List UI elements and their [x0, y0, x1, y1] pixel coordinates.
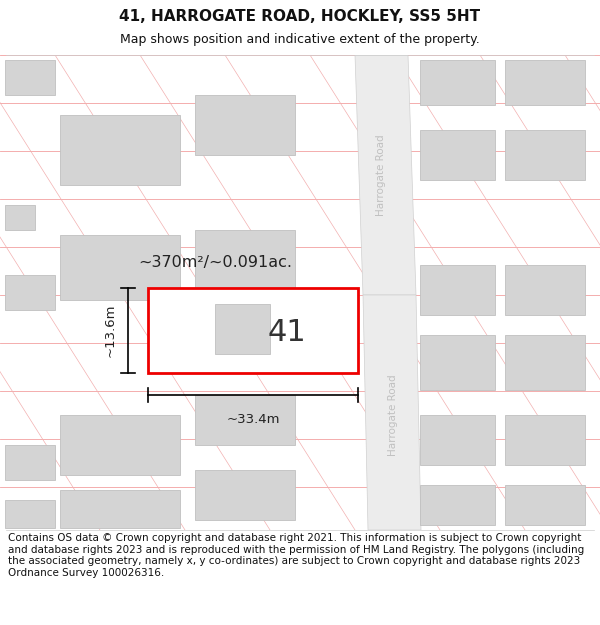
- Text: 41: 41: [267, 318, 306, 347]
- Text: ~370m²/~0.091ac.: ~370m²/~0.091ac.: [138, 256, 292, 271]
- Bar: [505, 335, 585, 390]
- Bar: [420, 60, 495, 105]
- Polygon shape: [363, 295, 421, 530]
- Bar: [5, 445, 55, 480]
- Bar: [505, 415, 585, 465]
- Text: Harrogate Road: Harrogate Road: [377, 134, 386, 216]
- Bar: [60, 415, 180, 475]
- Bar: [195, 95, 295, 155]
- Bar: [5, 275, 55, 310]
- Bar: [505, 60, 585, 105]
- Bar: [420, 265, 495, 315]
- Bar: [505, 130, 585, 180]
- Bar: [215, 304, 270, 354]
- Bar: [148, 288, 358, 373]
- Bar: [195, 470, 295, 520]
- Text: ~13.6m: ~13.6m: [104, 304, 116, 358]
- Bar: [420, 130, 495, 180]
- Bar: [60, 235, 180, 300]
- Bar: [420, 415, 495, 465]
- Bar: [420, 485, 495, 525]
- Text: Map shows position and indicative extent of the property.: Map shows position and indicative extent…: [120, 33, 480, 46]
- Bar: [5, 205, 35, 230]
- Text: 41, HARROGATE ROAD, HOCKLEY, SS5 5HT: 41, HARROGATE ROAD, HOCKLEY, SS5 5HT: [119, 9, 481, 24]
- Bar: [195, 395, 295, 445]
- Text: Harrogate Road: Harrogate Road: [388, 374, 398, 456]
- Bar: [5, 500, 55, 528]
- Bar: [505, 485, 585, 525]
- Bar: [195, 230, 295, 290]
- Bar: [420, 335, 495, 390]
- Text: Contains OS data © Crown copyright and database right 2021. This information is : Contains OS data © Crown copyright and d…: [8, 533, 584, 578]
- Text: ~33.4m: ~33.4m: [226, 413, 280, 426]
- Bar: [5, 60, 55, 95]
- Bar: [60, 115, 180, 185]
- Bar: [60, 490, 180, 528]
- Bar: [505, 265, 585, 315]
- Polygon shape: [355, 55, 416, 295]
